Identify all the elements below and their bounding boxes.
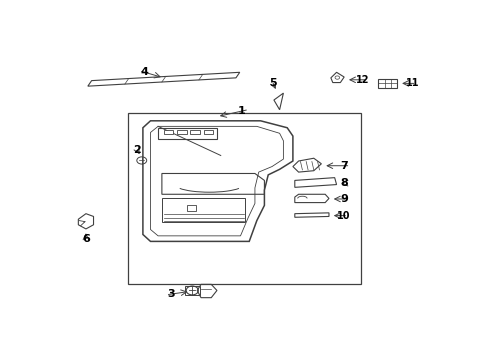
Text: 7: 7 (340, 161, 348, 171)
Bar (177, 130, 187, 134)
Text: 9: 9 (340, 194, 348, 204)
Bar (128, 112, 361, 284)
Bar (204, 130, 213, 134)
Text: 6: 6 (82, 234, 90, 244)
Text: 2: 2 (133, 145, 141, 155)
Text: 11: 11 (406, 78, 419, 89)
Text: 3: 3 (168, 289, 175, 299)
Bar (187, 205, 196, 211)
Text: 8: 8 (340, 178, 348, 188)
Text: 5: 5 (270, 78, 277, 89)
Bar (378, 79, 397, 87)
Text: 1: 1 (238, 106, 245, 116)
Text: 12: 12 (356, 75, 370, 85)
Bar (190, 130, 200, 134)
Bar (185, 286, 200, 295)
Bar (158, 128, 217, 139)
Bar (164, 130, 173, 134)
Text: 4: 4 (141, 67, 149, 77)
Text: 10: 10 (338, 211, 351, 221)
Bar (162, 198, 245, 222)
